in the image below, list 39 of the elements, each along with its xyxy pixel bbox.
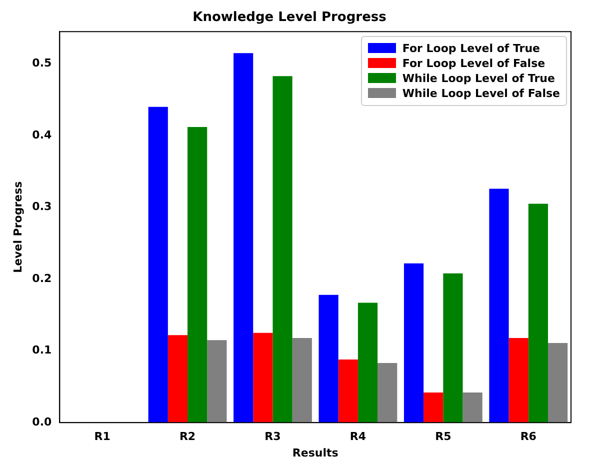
- legend-label: For Loop Level of False: [402, 56, 546, 70]
- bar: [318, 294, 338, 423]
- x-tick-label: R4: [350, 430, 366, 444]
- y-tick-label: 0.5: [32, 56, 52, 70]
- x-tick-label: R3: [264, 430, 281, 444]
- chart-title: Knowledge Level Progress: [192, 10, 387, 26]
- legend-label: While Loop Level of True: [402, 72, 555, 85]
- bar: [338, 359, 358, 423]
- x-tick-label: R1: [94, 430, 110, 444]
- legend-label: While Loop Level of False: [402, 86, 560, 100]
- bar: [148, 106, 168, 423]
- bar: [207, 340, 227, 423]
- x-axis-title: Results: [292, 446, 339, 460]
- bar: [188, 127, 208, 423]
- bar: [508, 338, 528, 423]
- legend-label: For Loop Level of True: [402, 42, 540, 55]
- y-tick-label: 0.3: [32, 200, 52, 214]
- bar: [462, 392, 482, 423]
- y-tick-label: 0.0: [32, 415, 52, 428]
- bar: [548, 342, 568, 423]
- bar: [168, 335, 188, 423]
- y-axis-title: Level Progress: [11, 180, 24, 273]
- x-tick-label: R5: [435, 430, 452, 444]
- y-tick-label: 0.1: [32, 344, 52, 357]
- bar: [443, 273, 463, 423]
- bar: [404, 263, 424, 423]
- bar: [489, 188, 509, 423]
- x-tick-label: R2: [179, 430, 196, 444]
- bar: [528, 204, 548, 423]
- bar: [234, 53, 254, 423]
- bar: [424, 392, 444, 423]
- x-tick-label: R6: [520, 430, 537, 444]
- bar: [358, 302, 378, 423]
- bar: [253, 332, 273, 423]
- y-tick-label: 0.2: [32, 272, 52, 285]
- bar: [272, 76, 292, 423]
- y-tick-label: 0.4: [32, 128, 52, 142]
- bar: [378, 363, 398, 423]
- bar: [292, 338, 312, 423]
